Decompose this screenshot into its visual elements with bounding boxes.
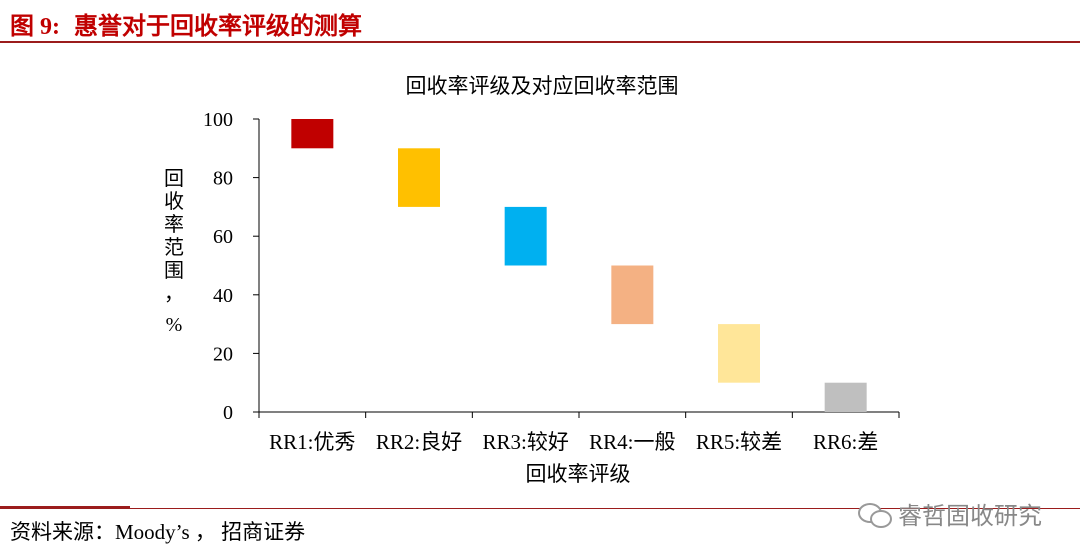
bar-5 (718, 324, 760, 383)
y-tick-label: 100 (203, 109, 233, 131)
x-tick-label: RR2:良好 (376, 430, 462, 454)
x-tick-label: RR5:较差 (696, 430, 782, 454)
bar-1 (291, 119, 334, 149)
y-tick-label: 40 (213, 285, 233, 307)
figure-number: 9: (40, 14, 60, 40)
bar-4 (611, 265, 654, 325)
y-tick-label: 60 (213, 226, 233, 248)
chart-title: 回收率评级及对应回收率范围 (406, 74, 679, 98)
footer-divider (0, 508, 1080, 509)
bar-3 (504, 206, 547, 266)
x-axis-title: 回收率评级 (526, 462, 631, 486)
figure-header: 图 9: 惠誉对于回收率评级的测算 (10, 6, 362, 40)
y-tick-label: 20 (213, 343, 233, 365)
y-axis-title: 回收率范围，% (164, 168, 184, 336)
x-tick-label: RR3:较好 (482, 430, 568, 454)
y-tick-label: 0 (223, 402, 233, 424)
y-tick-label: 80 (213, 168, 233, 190)
figure-label: 图 (10, 14, 34, 40)
header-divider (0, 41, 1080, 43)
x-tick-label: RR1:优秀 (269, 430, 355, 454)
watermark: 睿哲固收研究 (858, 496, 1042, 531)
footer-divider-accent (0, 506, 130, 509)
bar-2 (398, 148, 440, 207)
source-note: 资料来源：Moody’s ， 招商证券 (10, 520, 306, 544)
watermark-text: 睿哲固收研究 (898, 502, 1042, 530)
bar-6 (824, 382, 867, 412)
x-tick-label: RR4:一般 (589, 430, 675, 454)
figure-title: 惠誉对于回收率评级的测算 (74, 14, 362, 40)
range-bar-chart: 回收率评级及对应回收率范围 0 20 40 60 80 100 RR1:优秀 RR2:良好 RR3… (164, 74, 900, 486)
wechat-icon (858, 501, 892, 528)
x-tick-label: RR6:差 (813, 430, 878, 454)
